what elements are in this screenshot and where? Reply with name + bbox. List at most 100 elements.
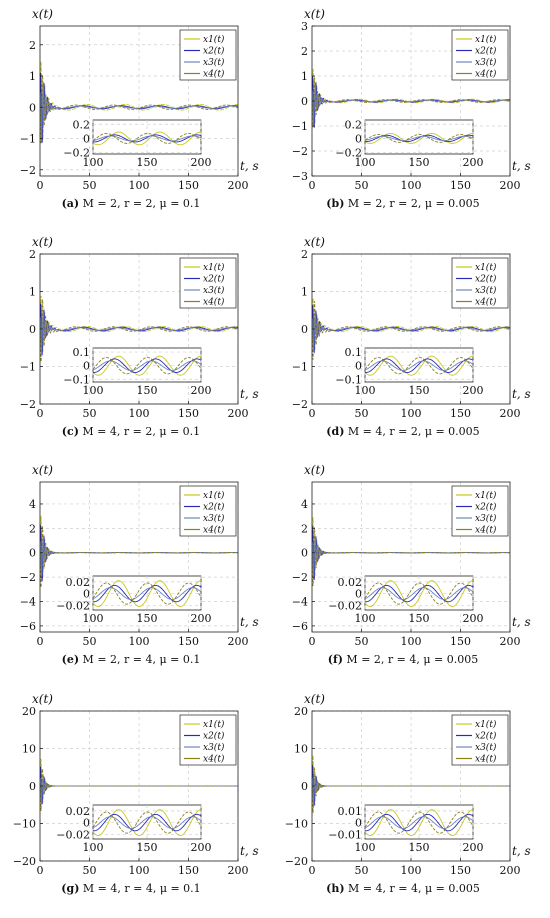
inset-x-tick-label: 100 xyxy=(355,384,376,397)
y-tick-label: −20 xyxy=(285,855,308,868)
y-tick-label: 2 xyxy=(29,522,36,535)
x-tick-label: 100 xyxy=(401,864,422,877)
x-tick-label: 200 xyxy=(500,635,521,648)
x-tick-label: 100 xyxy=(129,407,150,420)
inset-x-tick-label: 150 xyxy=(137,612,158,625)
inset-y-tick-label: −0.2 xyxy=(335,147,362,160)
legend-box xyxy=(451,29,509,81)
legend-label-x4: x4(t) xyxy=(475,297,497,308)
y-tick-label: 1 xyxy=(29,286,36,299)
x-tick-label: 150 xyxy=(178,407,199,420)
y-tick-label: −20 xyxy=(13,855,36,868)
y-tick-label: −6 xyxy=(20,620,36,633)
x-tick-label: 150 xyxy=(450,635,471,648)
legend: x1(t)x2(t)x3(t)x4(t) xyxy=(179,714,237,766)
x-tick-label: 50 xyxy=(83,179,97,192)
chart-panel-c: 0 50 100 150 200 2 1 0 −1 −2 x(t) t, s x1(t)x2(t)x3(… xyxy=(20,235,259,438)
inset-y-tick-label: 0 xyxy=(83,132,90,145)
panel-caption-label: (a) xyxy=(62,197,80,210)
inset-series-x3 xyxy=(93,135,201,142)
inset-x-tick-label: 150 xyxy=(409,156,430,169)
panel-caption-text: M = 4, r = 2, μ = 0.005 xyxy=(344,425,479,438)
inset-series-x1 xyxy=(93,580,201,607)
inset-series-x4 xyxy=(365,134,473,143)
inset-frame xyxy=(364,804,474,840)
legend-label-x4: x4(t) xyxy=(203,297,225,308)
x-tick-label: 100 xyxy=(401,179,422,192)
x-tick-label: 100 xyxy=(129,635,150,648)
inset-series-x4 xyxy=(93,133,201,144)
legend-label-x3: x3(t) xyxy=(475,742,497,753)
inset-x-tick-label: 100 xyxy=(83,841,104,854)
y-tick-label: −6 xyxy=(292,620,308,633)
legend: x1(t)x2(t)x3(t)x4(t) xyxy=(451,485,509,537)
inset-x-tick-label: 100 xyxy=(355,612,376,625)
inset-y-tick-label: 0 xyxy=(355,588,362,601)
inset-y-tick-label: 0.1 xyxy=(345,346,363,359)
y-axis-label: x(t) xyxy=(304,235,325,249)
y-tick-label: −2 xyxy=(20,571,36,584)
inset-series-x3 xyxy=(93,360,201,371)
panel-caption: (e) M = 2, r = 4, μ = 0.1 xyxy=(62,653,201,666)
x-tick-label: 50 xyxy=(355,864,369,877)
inset-h: 100 150 200 0.010−0.01 xyxy=(328,804,484,854)
panel-caption-label: (h) xyxy=(326,882,344,895)
panel-caption-label: (g) xyxy=(61,882,79,895)
legend-label-x3: x3(t) xyxy=(475,285,497,296)
x-tick-label: 50 xyxy=(355,179,369,192)
legend-label-x4: x4(t) xyxy=(475,525,497,536)
panel-caption-text: M = 4, r = 4, μ = 0.005 xyxy=(345,882,480,895)
legend-label-x1: x1(t) xyxy=(203,490,225,501)
series-line-x2 xyxy=(40,72,238,143)
y-tick-label: 2 xyxy=(301,45,308,58)
inset-frame xyxy=(364,575,474,611)
inset-y-tick-label: 0.02 xyxy=(338,576,363,589)
x-tick-label: 200 xyxy=(228,407,249,420)
panel-caption-label: (d) xyxy=(326,425,344,438)
y-tick-label: 0 xyxy=(301,95,308,108)
inset-c: 100 150 200 0.10−0.1 xyxy=(63,346,211,397)
y-tick-label: −2 xyxy=(20,398,36,411)
x-tick-label: 0 xyxy=(309,635,316,648)
y-tick-label: −4 xyxy=(20,596,36,609)
inset-frame xyxy=(92,119,202,155)
x-tick-label: 50 xyxy=(83,407,97,420)
x-tick-label: 150 xyxy=(178,864,199,877)
y-tick-label: 2 xyxy=(301,248,308,261)
legend-label-x2: x2(t) xyxy=(203,274,225,285)
panel-caption-text: M = 4, r = 2, μ = 0.1 xyxy=(79,425,200,438)
inset-x-tick-label: 200 xyxy=(191,841,212,854)
inset-x-tick-label: 150 xyxy=(137,156,158,169)
legend-box xyxy=(451,714,509,766)
inset-series-x3 xyxy=(365,360,473,371)
panel-caption-label: (f) xyxy=(328,653,343,666)
inset-frame xyxy=(92,575,202,611)
legend-box xyxy=(179,485,237,537)
legend: x1(t)x2(t)x3(t)x4(t) xyxy=(451,29,509,81)
legend-label-x4: x4(t) xyxy=(203,525,225,536)
inset-y-tick-label: 0.2 xyxy=(73,118,91,131)
series-line-x4 xyxy=(312,301,510,360)
inset-g: 100 150 200 0.020−0.02 xyxy=(56,804,212,854)
inset-series-x3 xyxy=(93,816,201,829)
legend-box xyxy=(451,257,509,309)
panel-caption: (d) M = 4, r = 2, μ = 0.005 xyxy=(326,425,479,438)
x-tick-label: 100 xyxy=(129,864,150,877)
x-tick-label: 50 xyxy=(355,407,369,420)
panel-caption-text: M = 2, r = 2, μ = 0.005 xyxy=(344,197,479,210)
y-axis-label: x(t) xyxy=(304,463,325,477)
x-tick-label: 150 xyxy=(178,635,199,648)
inset-b: 100 150 200 0.20 −0.2 xyxy=(335,118,483,169)
y-tick-label: 0 xyxy=(301,547,308,560)
y-tick-label: −1 xyxy=(20,361,36,374)
x-tick-label: 100 xyxy=(129,179,150,192)
inset-series-x3 xyxy=(365,816,473,829)
legend-label-x1: x1(t) xyxy=(475,262,497,273)
inset-y-tick-label: 0.1 xyxy=(73,346,91,359)
panel-caption: (f) M = 2, r = 4, μ = 0.005 xyxy=(328,653,478,666)
inset-y-tick-label: 0.02 xyxy=(66,805,91,818)
panel-caption: (g) M = 4, r = 4, μ = 0.1 xyxy=(61,882,200,895)
inset-x-tick-label: 150 xyxy=(137,384,158,397)
